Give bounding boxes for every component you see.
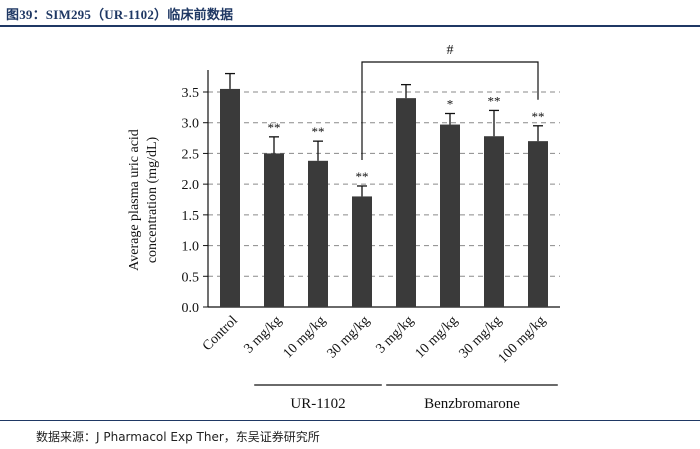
y-tick-label: 2.5 (182, 147, 200, 162)
comparison-bracket (361, 61, 539, 160)
bar (220, 88, 240, 307)
category-label: 3 mg/kg (241, 313, 284, 356)
footer-rule (0, 420, 700, 421)
y-tick-label: 3.0 (182, 117, 200, 132)
bar (528, 141, 548, 307)
bars (220, 72, 548, 308)
y-axis-label-line-2: concentration (mg/dL) (145, 136, 160, 263)
significance-label: ** (532, 109, 545, 124)
bracket-label: # (447, 43, 454, 58)
bar (440, 124, 460, 307)
category-label: Control (200, 313, 241, 354)
y-axis-label-line-1: Average plasma uric acid (127, 129, 142, 271)
y-tick-label: 0.0 (182, 301, 200, 316)
significance-label: ** (268, 120, 281, 135)
significance-label: ** (312, 124, 325, 139)
category-label: 30 mg/kg (325, 313, 373, 361)
category-label: 100 mg/kg (496, 313, 549, 366)
bar (396, 98, 416, 308)
y-tick-label: 1.5 (182, 209, 200, 224)
bar (264, 153, 284, 307)
group-label: UR-1102 (290, 396, 345, 412)
group-label: Benzbromarone (424, 396, 520, 412)
bar (484, 136, 504, 307)
category-label: 10 mg/kg (413, 313, 461, 361)
y-tick-label: 3.5 (182, 86, 200, 101)
significance-label: ** (356, 169, 369, 184)
y-tick-label: 1.0 (182, 240, 200, 255)
figure-title: 图39：SIM295（UR-1102）临床前数据 (6, 7, 234, 22)
gridlines (208, 91, 560, 277)
title-rule (0, 25, 700, 27)
significance-label: ** (488, 93, 501, 108)
y-tick-label: 0.5 (182, 270, 200, 285)
y-tick-label: 2.0 (182, 178, 200, 193)
bar (308, 160, 328, 307)
significance-label: * (447, 97, 454, 112)
uric-acid-bar-chart: 0.0 0.5 1.0 1.5 2.0 2.5 3.0 3.5 Control ** 3 mg/kg… (127, 43, 560, 412)
source-note: 数据来源：J Pharmacol Exp Ther，东吴证券研究所 (36, 430, 320, 444)
category-label: 3 mg/kg (373, 313, 416, 356)
bar (352, 196, 372, 307)
category-label: 10 mg/kg (281, 313, 329, 361)
